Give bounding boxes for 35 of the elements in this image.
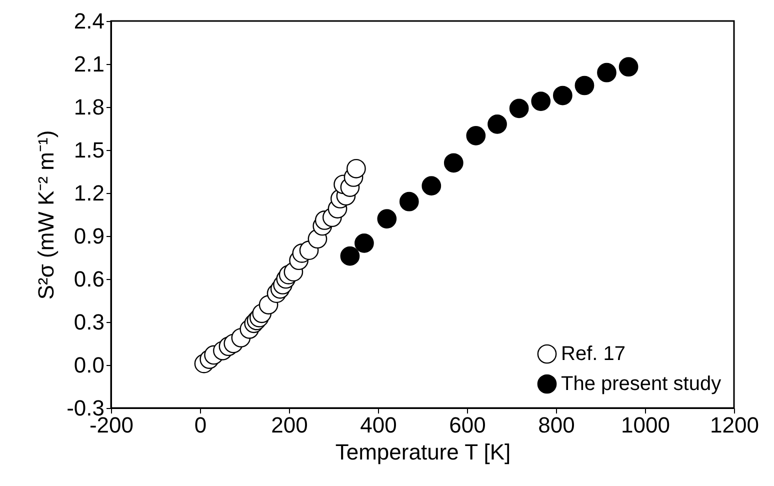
point <box>399 192 419 212</box>
x-tick-label: 800 <box>538 412 575 438</box>
y-tick-label: 1.2 <box>74 180 104 206</box>
legend-label: Ref. 17 <box>561 343 626 365</box>
y-tick-label: 2.1 <box>74 52 104 76</box>
y-axis-title: S²σ (mW K⁻² m⁻¹) <box>34 130 59 300</box>
point <box>444 153 464 173</box>
point <box>340 246 360 266</box>
point <box>509 98 529 118</box>
y-tick-label: 0.3 <box>74 310 104 334</box>
y-tick-label: 1.5 <box>74 138 104 162</box>
x-axis-title: Temperature T [K] <box>335 440 511 464</box>
y-tick-label: 2.4 <box>74 8 104 34</box>
point <box>597 62 616 82</box>
x-tick-label: 1000 <box>621 412 670 438</box>
point <box>618 57 638 77</box>
point <box>574 76 594 96</box>
x-tick-label: 600 <box>449 412 486 438</box>
x-tick-label: 1200 <box>710 412 759 438</box>
x-tick-label: 0 <box>194 412 207 438</box>
point <box>531 92 551 111</box>
point <box>422 176 442 196</box>
point <box>354 234 374 253</box>
x-tick-label: 200 <box>271 412 308 438</box>
point <box>377 209 397 228</box>
x-tick-label: 400 <box>360 412 397 438</box>
y-tick-label: 0.9 <box>74 224 104 248</box>
point <box>466 126 486 146</box>
legend-label: The present study <box>561 373 722 395</box>
point <box>346 158 366 178</box>
point <box>488 114 507 134</box>
point <box>552 86 572 106</box>
y-tick-label: 1.8 <box>74 94 104 120</box>
y-tick-label: 0.0 <box>74 352 104 378</box>
y-tick-label: 0.6 <box>74 266 104 292</box>
